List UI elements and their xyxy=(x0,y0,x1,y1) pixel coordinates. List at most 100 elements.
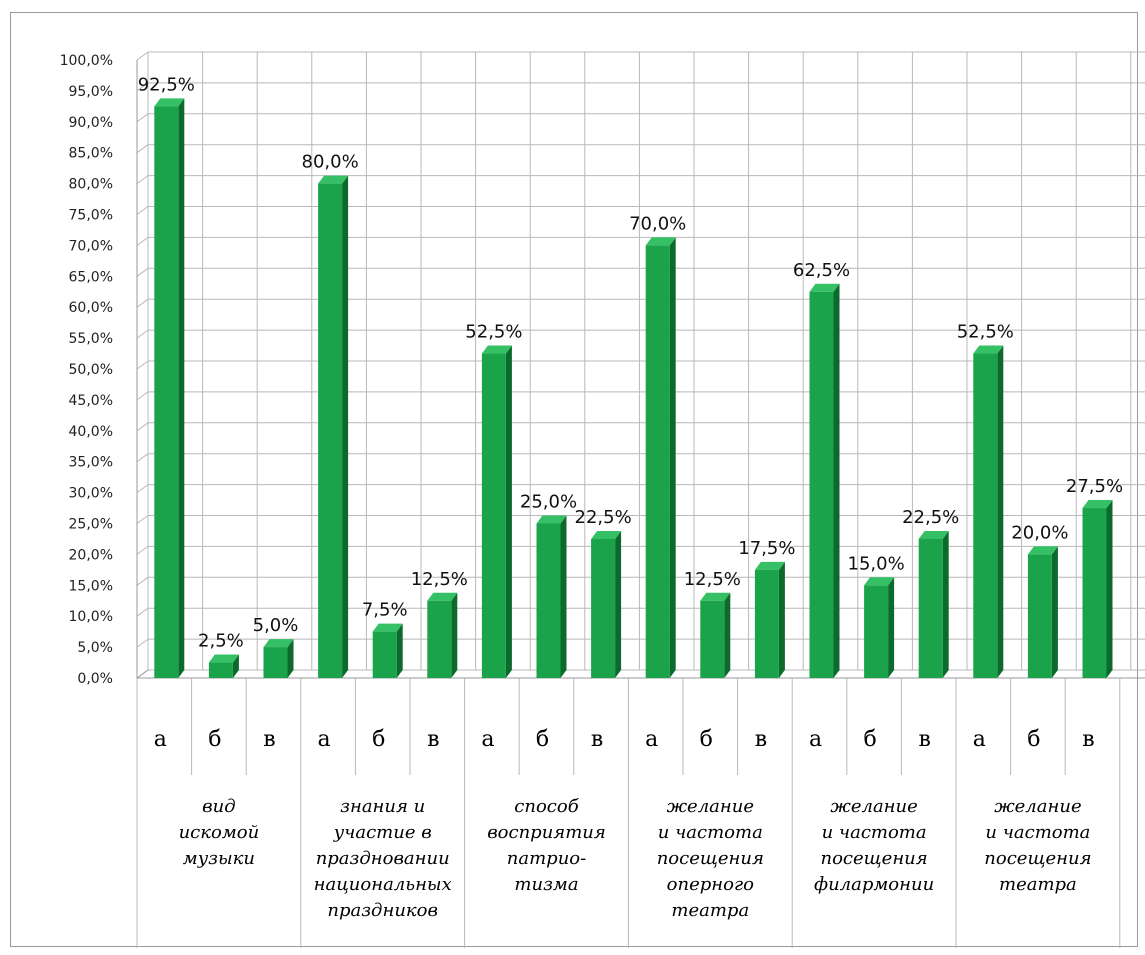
category-label: а xyxy=(481,727,494,752)
bar xyxy=(318,183,343,678)
data-label: 2,5% xyxy=(198,631,244,652)
bar-top xyxy=(372,623,403,632)
bar xyxy=(481,353,506,678)
bar-top xyxy=(864,577,895,586)
data-label: 20,0% xyxy=(1011,522,1068,543)
bar-side xyxy=(1051,546,1058,678)
category-label: а xyxy=(973,727,986,752)
bar-top xyxy=(427,592,458,601)
data-label: 22,5% xyxy=(575,507,632,528)
bar-top xyxy=(208,654,239,663)
grid-line-side xyxy=(136,329,149,339)
category-label: б xyxy=(700,727,713,752)
group-label: участие в xyxy=(333,822,432,843)
bar-top xyxy=(591,530,622,539)
category-label: а xyxy=(154,727,167,752)
bar-top xyxy=(700,592,731,601)
bar xyxy=(427,600,452,678)
bar xyxy=(809,291,834,678)
bar xyxy=(536,523,561,678)
bar-side xyxy=(232,654,239,678)
group-label: и частота xyxy=(658,822,763,843)
group-label: патрио- xyxy=(507,848,586,869)
bar xyxy=(973,353,998,678)
y-tick-label: 5,0% xyxy=(77,640,113,656)
bar-side xyxy=(997,345,1004,678)
bar-top xyxy=(536,515,567,524)
data-label: 52,5% xyxy=(465,322,522,343)
grid-line-side xyxy=(136,638,149,648)
bar xyxy=(208,662,233,678)
y-tick-label: 90,0% xyxy=(69,115,113,131)
group-label: посещения xyxy=(984,848,1091,869)
bar-side xyxy=(778,561,785,678)
category-label: а xyxy=(318,727,331,752)
group-label: вид xyxy=(202,796,235,817)
category-label: б xyxy=(208,727,221,752)
bar-side xyxy=(942,530,949,678)
bar xyxy=(154,106,179,679)
data-label: 7,5% xyxy=(362,600,408,621)
data-label: 17,5% xyxy=(738,538,795,559)
grid-line-side xyxy=(136,51,149,61)
category-label: в xyxy=(591,727,603,752)
y-tick-label: 15,0% xyxy=(69,578,113,594)
bar-side xyxy=(833,283,840,678)
grid-line-side xyxy=(136,360,149,370)
group-label: праздников xyxy=(327,900,438,921)
bar-side xyxy=(724,592,731,678)
group-label: способ xyxy=(514,796,579,817)
category-label: в xyxy=(755,727,767,752)
data-label: 5,0% xyxy=(253,615,299,636)
data-label: 12,5% xyxy=(684,569,741,590)
grid-line-side xyxy=(136,484,149,494)
chart-frame xyxy=(10,12,1138,947)
grid-line-side xyxy=(136,82,149,92)
group-label: национальных xyxy=(314,874,452,895)
y-tick-label: 50,0% xyxy=(69,362,113,378)
group-label: и частота xyxy=(822,822,927,843)
y-tick-label: 70,0% xyxy=(69,238,113,254)
bar-side xyxy=(505,345,512,678)
bar-top xyxy=(754,561,785,570)
bar-top xyxy=(154,98,185,107)
bar xyxy=(864,585,889,678)
bar-top xyxy=(645,237,676,246)
group-label: музыки xyxy=(183,848,255,869)
group-label: восприятия xyxy=(487,822,606,843)
bar xyxy=(918,538,943,678)
grid-line-side xyxy=(136,576,149,586)
grid-line-side xyxy=(136,391,149,401)
data-label: 70,0% xyxy=(629,213,686,234)
bar-top xyxy=(1027,546,1058,555)
bar-side xyxy=(1106,500,1113,678)
bar-top xyxy=(809,283,840,292)
group-label: тизма xyxy=(514,874,578,895)
data-label: 27,5% xyxy=(1066,476,1123,497)
group-label: знания и xyxy=(340,796,425,817)
data-label: 52,5% xyxy=(957,322,1014,343)
grid-line-side xyxy=(136,515,149,524)
bar xyxy=(591,538,616,678)
bar xyxy=(263,647,288,678)
bar-side xyxy=(560,515,567,678)
bar xyxy=(372,631,397,678)
y-tick-label: 75,0% xyxy=(69,208,113,224)
grid-line-side xyxy=(136,545,149,555)
y-tick-label: 40,0% xyxy=(69,424,113,440)
bar-side xyxy=(615,530,622,678)
grid-line-side xyxy=(136,422,149,432)
bar-top xyxy=(918,530,949,539)
group-label: посещения xyxy=(657,848,764,869)
y-tick-label: 80,0% xyxy=(69,177,113,193)
y-tick-label: 55,0% xyxy=(69,331,113,347)
y-tick-label: 60,0% xyxy=(69,300,113,316)
grid-line-side xyxy=(136,113,149,123)
group-label: филармонии xyxy=(814,874,934,895)
data-label: 92,5% xyxy=(138,74,195,95)
bar-top xyxy=(973,345,1004,354)
grid-line-side xyxy=(136,236,149,246)
y-tick-label: 25,0% xyxy=(69,517,113,533)
y-tick-label: 35,0% xyxy=(69,455,113,471)
